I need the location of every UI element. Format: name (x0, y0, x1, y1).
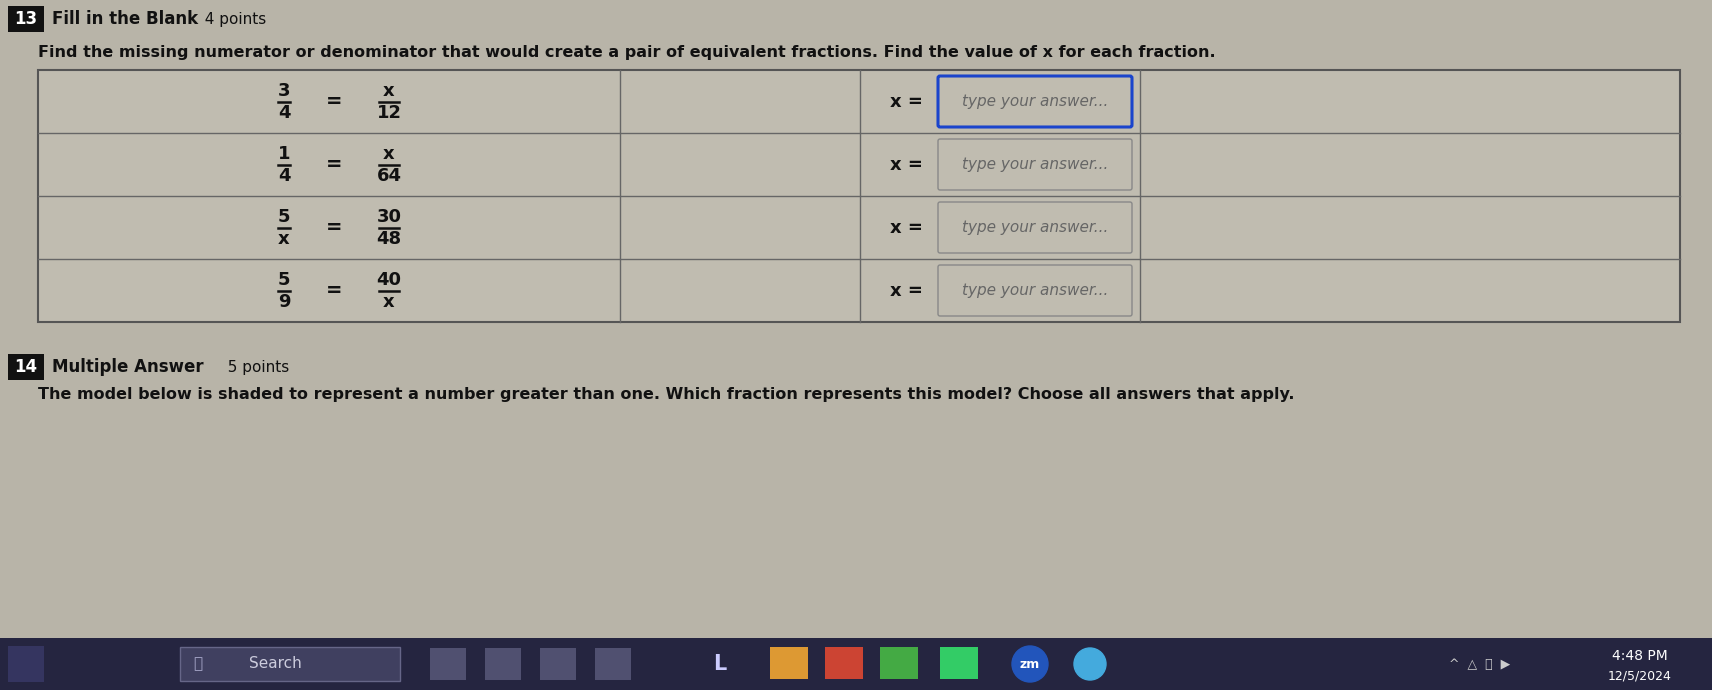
Text: 4:48 PM: 4:48 PM (1613, 649, 1667, 663)
Bar (38, 70, 1679, 322)
FancyBboxPatch shape (938, 139, 1132, 190)
Text: type your answer...: type your answer... (962, 157, 1108, 172)
Text: =: = (325, 155, 342, 174)
Text: type your answer...: type your answer... (962, 283, 1108, 298)
Bar (940, 647, 978, 679)
Circle shape (1012, 646, 1048, 682)
FancyBboxPatch shape (938, 202, 1132, 253)
Text: 4 points: 4 points (195, 12, 267, 26)
Text: ^  △  🔊  ▶: ^ △ 🔊 ▶ (1450, 658, 1510, 671)
Text: =: = (325, 92, 342, 111)
Text: zm: zm (1020, 658, 1041, 671)
Circle shape (1073, 648, 1106, 680)
Text: 12: 12 (377, 104, 402, 121)
Text: Find the missing numerator or denominator that would create a pair of equivalent: Find the missing numerator or denominato… (38, 44, 1216, 59)
Text: L: L (714, 654, 726, 674)
Text: 3: 3 (277, 81, 291, 99)
Bar (880, 647, 918, 679)
Text: 9: 9 (277, 293, 291, 310)
Text: Search: Search (248, 656, 301, 671)
Text: 12/5/2024: 12/5/2024 (1608, 669, 1673, 682)
Text: 4: 4 (277, 104, 291, 121)
Text: 48: 48 (377, 230, 402, 248)
Text: 5: 5 (277, 208, 291, 226)
Text: 4: 4 (277, 166, 291, 184)
Bar (0, 638, 1712, 690)
Text: 5 points: 5 points (217, 359, 289, 375)
Text: x =: x = (890, 92, 923, 110)
Text: x: x (383, 293, 395, 310)
Bar (9, 6, 45, 32)
Text: x: x (383, 81, 395, 99)
Bar (180, 647, 401, 681)
Text: 14: 14 (14, 358, 38, 376)
Text: x =: x = (890, 219, 923, 237)
Text: Fill in the Blank: Fill in the Blank (51, 10, 199, 28)
Text: x =: x = (890, 282, 923, 299)
Text: 5: 5 (277, 270, 291, 288)
Bar (770, 647, 808, 679)
Text: 64: 64 (377, 166, 402, 184)
Text: type your answer...: type your answer... (962, 94, 1108, 109)
Bar (430, 648, 466, 680)
Bar (825, 647, 863, 679)
Text: 13: 13 (14, 10, 38, 28)
Bar (539, 648, 575, 680)
Text: 🔍: 🔍 (193, 656, 202, 671)
FancyBboxPatch shape (938, 76, 1132, 127)
Text: 30: 30 (377, 208, 402, 226)
Text: x: x (383, 144, 395, 163)
Text: 40: 40 (377, 270, 402, 288)
Text: =: = (325, 218, 342, 237)
Text: The model below is shaded to represent a number greater than one. Which fraction: The model below is shaded to represent a… (38, 386, 1294, 402)
Text: 1: 1 (277, 144, 291, 163)
Text: =: = (325, 281, 342, 300)
Text: x =: x = (890, 155, 923, 173)
Text: x: x (277, 230, 289, 248)
Text: type your answer...: type your answer... (962, 220, 1108, 235)
Bar (9, 354, 45, 380)
Bar (9, 646, 45, 682)
Text: Multiple Answer: Multiple Answer (51, 358, 204, 376)
FancyBboxPatch shape (938, 265, 1132, 316)
Bar (484, 648, 520, 680)
Bar (596, 648, 632, 680)
